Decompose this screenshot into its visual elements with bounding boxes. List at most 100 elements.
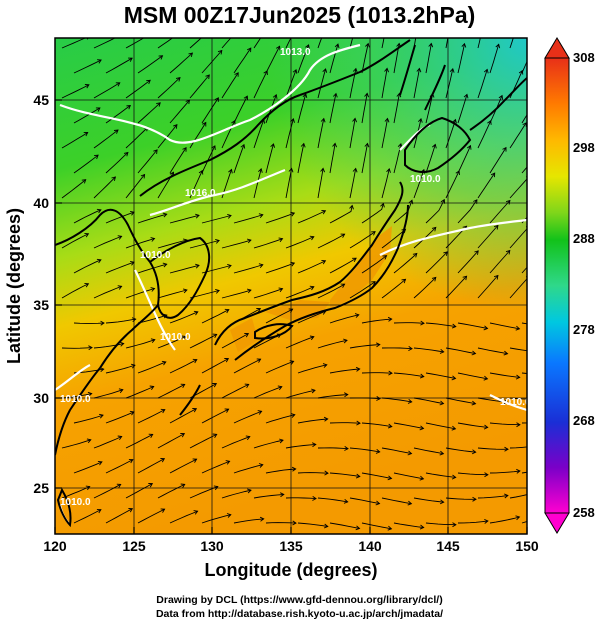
coast-sakhalin [399,44,446,111]
streamline [73,107,101,124]
streamline [221,289,252,299]
streamline [265,522,297,524]
streamline [189,38,202,49]
streamline-arrowhead [279,438,284,444]
colorbar-tick-label: 278 [573,322,595,337]
streamline-arrowhead [343,498,349,504]
streamline [381,447,412,455]
colorbar-tick-label: 258 [573,505,595,520]
streamline-arrowhead [401,228,407,234]
streamline-arrowhead [311,442,317,448]
streamline [233,264,263,274]
streamline [169,214,200,224]
streamline-arrowhead [535,490,539,494]
streamline [297,364,327,374]
streamline [105,459,134,474]
streamline-arrowhead [100,320,105,326]
streamline-arrowhead [401,278,407,284]
streamline [169,311,198,324]
streamline-arrowhead [356,420,361,426]
streamline [157,433,185,449]
streamline [425,472,456,478]
contour-label: 1010.0 [140,250,171,261]
y-axis-label: Latitude (degrees) [4,208,24,364]
streamline [477,225,499,249]
streamline [393,372,424,378]
streamline [361,318,392,324]
streamline [169,510,198,524]
streamline-arrowhead [385,19,389,23]
streamline-arrowhead [352,167,358,173]
streamline [349,231,376,249]
streamline [457,199,478,224]
contour-labels: 1013.0 1016.0 1010.0 1010.0 1010.0 1010.… [60,47,527,508]
streamline-arrowhead [96,258,102,264]
streamline-arrowhead [536,350,540,354]
streamline [381,38,385,49]
streamline-arrowhead [129,410,135,416]
streamline-arrowhead [376,396,381,401]
streamline-arrowhead [407,398,413,404]
streamline [521,114,527,124]
streamline-arrowhead [320,117,326,123]
streamline [253,494,284,499]
streamline [105,508,133,524]
streamline-arrowhead [205,74,210,80]
streamline [93,343,124,349]
streamline-arrowhead [228,168,233,174]
streamline [253,238,283,249]
streamline [361,472,392,479]
map-title: MSM 00Z17Jun2025 (1013.2hPa) [123,2,476,28]
streamline-arrowhead [213,485,219,491]
streamline-arrowhead [160,408,166,414]
streamline-arrowhead [371,281,376,286]
streamline [93,484,121,499]
streamline [233,144,245,174]
streamline-arrowhead [387,423,393,429]
streamline [457,372,488,380]
streamline [297,210,326,224]
streamline [137,263,167,274]
streamline [297,522,328,527]
streamline-arrowhead [382,255,388,260]
streamline-arrowhead [417,18,421,22]
colorbar-tick-label: 308 [573,50,595,65]
streamline [265,414,295,424]
streamline [509,38,514,49]
streamline-arrowhead [267,23,271,27]
streamline-arrowhead [502,146,507,152]
contour-label: 1010.0 [60,394,91,405]
streamline [457,43,465,74]
streamline-arrowhead [451,425,457,431]
streamline [189,240,220,249]
streamline [477,347,508,355]
x-tick-label: 125 [122,538,146,554]
streamline [349,344,380,349]
streamline-arrowhead [380,202,385,208]
streamline-arrowhead [214,97,219,102]
streamline-arrowhead [160,508,166,513]
coast-kyushu-honshu [214,181,404,346]
streamline-arrowhead [291,466,297,472]
x-tick-label: 130 [200,538,224,554]
streamline-arrowhead [536,444,540,448]
streamline [253,70,268,99]
streamline [233,95,248,124]
streamline-arrowhead [397,142,403,148]
streamline-arrowhead [116,483,122,489]
streamline [137,102,161,124]
streamline-arrowhead [440,198,446,204]
streamline [233,214,263,224]
streamline [61,179,86,199]
streamline-arrowhead [148,33,152,37]
streamline-arrowhead [503,350,509,356]
streamline-arrowhead [128,458,134,464]
streamline [125,386,154,399]
streamline [489,470,520,474]
streamline [329,257,357,274]
streamline-arrowhead [311,388,316,394]
streamline [201,514,231,524]
streamline-arrowhead [84,232,90,238]
streamline [285,69,297,99]
streamline [329,522,360,529]
